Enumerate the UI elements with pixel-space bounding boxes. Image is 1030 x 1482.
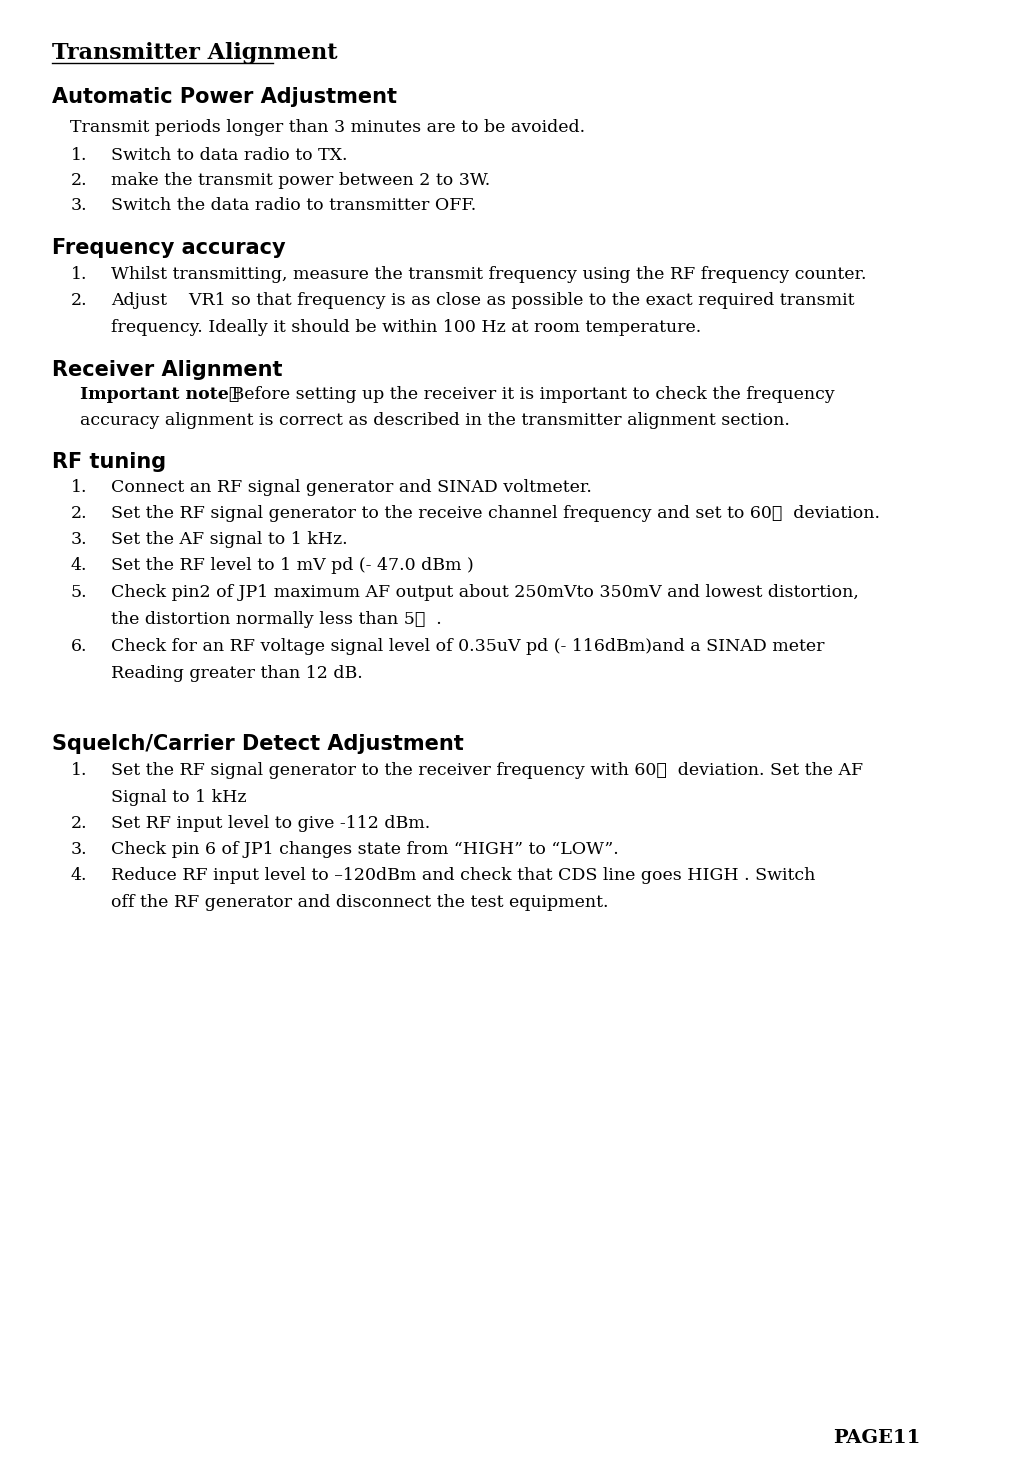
Text: Receiver Alignment: Receiver Alignment	[52, 360, 282, 379]
Text: Important note：: Important note：	[80, 385, 239, 403]
Text: 1.: 1.	[70, 479, 87, 496]
Text: RF tuning: RF tuning	[52, 452, 166, 471]
Text: Automatic Power Adjustment: Automatic Power Adjustment	[52, 87, 397, 107]
Text: make the transmit power between 2 to 3W.: make the transmit power between 2 to 3W.	[111, 172, 490, 190]
Text: Set the RF signal generator to the receiver frequency with 60％  deviation. Set t: Set the RF signal generator to the recei…	[111, 762, 863, 780]
Text: 1.: 1.	[70, 762, 87, 780]
Text: Check pin 6 of JP1 changes state from “HIGH” to “LOW”.: Check pin 6 of JP1 changes state from “H…	[111, 840, 619, 858]
Text: Set the RF signal generator to the receive channel frequency and set to 60％  dev: Set the RF signal generator to the recei…	[111, 505, 880, 522]
Text: Adjust    VR1 so that frequency is as close as possible to the exact required tr: Adjust VR1 so that frequency is as close…	[111, 292, 854, 310]
Text: Transmit periods longer than 3 minutes are to be avoided.: Transmit periods longer than 3 minutes a…	[70, 119, 586, 136]
Text: 5.: 5.	[70, 584, 88, 602]
Text: 4.: 4.	[70, 557, 87, 574]
Text: 3.: 3.	[70, 840, 88, 858]
Text: Set the RF level to 1 mV pd (- 47.0 dBm ): Set the RF level to 1 mV pd (- 47.0 dBm …	[111, 557, 474, 574]
Text: Check for an RF voltage signal level of 0.35uV pd (- 116dBm)and a SINAD meter: Check for an RF voltage signal level of …	[111, 637, 824, 655]
Text: frequency. Ideally it should be within 100 Hz at room temperature.: frequency. Ideally it should be within 1…	[111, 319, 701, 336]
Text: off the RF generator and disconnect the test equipment.: off the RF generator and disconnect the …	[111, 894, 609, 911]
Text: the distortion normally less than 5％  .: the distortion normally less than 5％ .	[111, 611, 442, 628]
Text: Transmitter Alignment: Transmitter Alignment	[52, 41, 337, 64]
Text: Check pin2 of JP1 maximum AF output about 250mVto 350mV and lowest distortion,: Check pin2 of JP1 maximum AF output abou…	[111, 584, 859, 602]
Text: Before setting up the receiver it is important to check the frequency: Before setting up the receiver it is imp…	[226, 385, 834, 403]
Text: 3.: 3.	[70, 531, 88, 548]
Text: 2.: 2.	[70, 172, 88, 190]
Text: Switch the data radio to transmitter OFF.: Switch the data radio to transmitter OFF…	[111, 197, 476, 213]
Text: 2.: 2.	[70, 292, 88, 310]
Text: 2.: 2.	[70, 505, 88, 522]
Text: Signal to 1 kHz: Signal to 1 kHz	[111, 788, 246, 806]
Text: PAGE11: PAGE11	[833, 1429, 921, 1446]
Text: Reading greater than 12 dB.: Reading greater than 12 dB.	[111, 665, 363, 682]
Text: Reduce RF input level to –120dBm and check that CDS line goes HIGH . Switch: Reduce RF input level to –120dBm and che…	[111, 867, 816, 883]
Text: 1.: 1.	[70, 147, 87, 165]
Text: 4.: 4.	[70, 867, 87, 883]
Text: Connect an RF signal generator and SINAD voltmeter.: Connect an RF signal generator and SINAD…	[111, 479, 592, 496]
Text: accuracy alignment is correct as described in the transmitter alignment section.: accuracy alignment is correct as describ…	[80, 412, 790, 428]
Text: Whilst transmitting, measure the transmit frequency using the RF frequency count: Whilst transmitting, measure the transmi…	[111, 265, 866, 283]
Text: Squelch/Carrier Detect Adjustment: Squelch/Carrier Detect Adjustment	[52, 734, 464, 754]
Text: Switch to data radio to TX.: Switch to data radio to TX.	[111, 147, 347, 165]
Text: Set RF input level to give -112 dBm.: Set RF input level to give -112 dBm.	[111, 815, 431, 831]
Text: 6.: 6.	[70, 637, 87, 655]
Text: 2.: 2.	[70, 815, 88, 831]
Text: 1.: 1.	[70, 265, 87, 283]
Text: 3.: 3.	[70, 197, 88, 213]
Text: Set the AF signal to 1 kHz.: Set the AF signal to 1 kHz.	[111, 531, 347, 548]
Text: Frequency accuracy: Frequency accuracy	[52, 239, 285, 258]
